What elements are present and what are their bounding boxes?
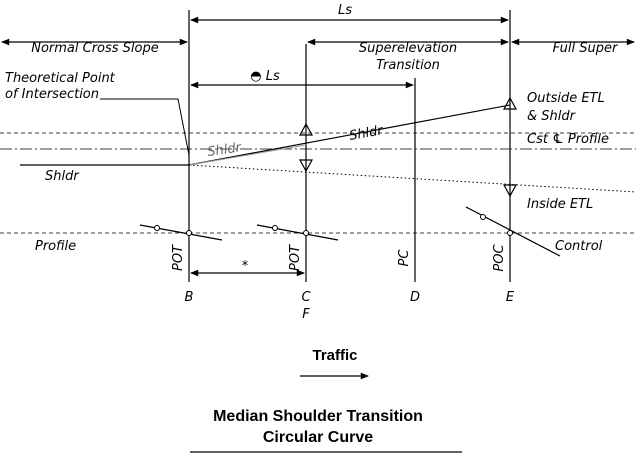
label: of Intersection <box>5 87 99 102</box>
label: Control <box>555 239 603 254</box>
lines <box>0 10 636 453</box>
label: Shldr <box>45 169 80 184</box>
station-code: POT <box>171 244 186 271</box>
label: Shldr <box>348 123 385 144</box>
title: Median Shoulder Transition <box>213 408 423 425</box>
label: Theoretical Point <box>5 71 116 86</box>
label: Shldr <box>206 140 243 160</box>
station-letter: B <box>185 290 194 305</box>
station-letter: F <box>302 307 310 322</box>
station-code: POC <box>492 244 507 272</box>
label: Full Super <box>553 41 619 56</box>
station-code: PC <box>397 249 412 267</box>
label: * <box>242 259 249 274</box>
label: Cst ℄ Profile <box>527 132 609 147</box>
title: Circular Curve <box>263 429 373 446</box>
label: Profile <box>35 239 76 254</box>
station-letter: D <box>410 290 420 305</box>
label: ◓ Ls <box>250 69 280 84</box>
station-letter: E <box>506 290 515 305</box>
label: Outside ETL <box>527 91 605 106</box>
label: & Shldr <box>527 109 577 124</box>
station-code: POT <box>288 244 303 271</box>
label: Ls <box>338 3 352 18</box>
labels: Ls Normal Cross Slope Superelevation Tra… <box>5 3 619 446</box>
label: Superelevation <box>359 41 457 56</box>
label: Inside ETL <box>527 197 593 212</box>
traffic: Traffic <box>312 347 357 364</box>
label: Transition <box>376 58 440 73</box>
label: Normal Cross Slope <box>31 41 159 56</box>
station-letter: C <box>301 290 311 305</box>
